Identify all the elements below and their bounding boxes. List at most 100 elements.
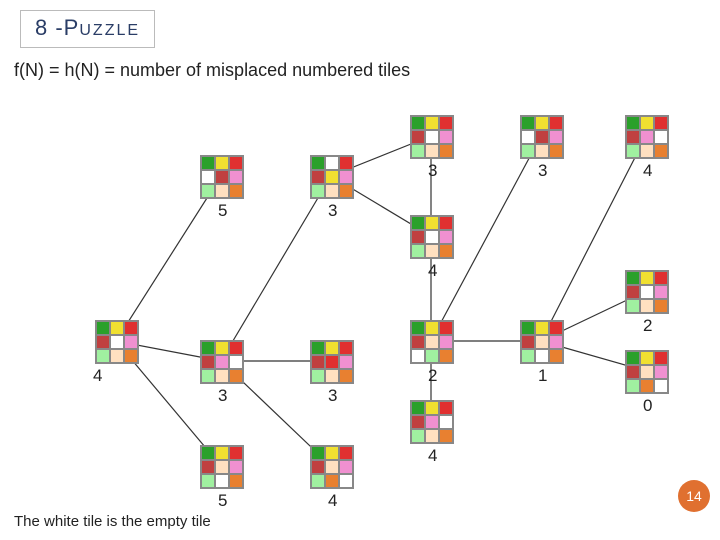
puzzle-cell <box>411 244 425 258</box>
puzzle-cell <box>521 349 535 363</box>
puzzle-node: 3 <box>310 155 354 199</box>
node-h-value: 4 <box>93 366 102 386</box>
puzzle-grid <box>520 320 564 364</box>
puzzle-cell <box>411 415 425 429</box>
puzzle-node: 4 <box>625 115 669 159</box>
puzzle-cell <box>339 460 353 474</box>
puzzle-cell <box>311 460 325 474</box>
node-h-value: 3 <box>428 161 437 181</box>
node-h-value: 2 <box>643 316 652 336</box>
puzzle-cell <box>640 351 654 365</box>
puzzle-node: 3 <box>520 115 564 159</box>
puzzle-node: 3 <box>200 340 244 384</box>
puzzle-cell <box>654 365 668 379</box>
puzzle-cell <box>229 474 243 488</box>
puzzle-cell <box>654 144 668 158</box>
puzzle-cell <box>124 321 138 335</box>
puzzle-cell <box>439 429 453 443</box>
puzzle-grid <box>520 115 564 159</box>
puzzle-cell <box>339 170 353 184</box>
puzzle-grid <box>625 270 669 314</box>
page-number: 14 <box>686 488 702 504</box>
puzzle-cell <box>425 216 439 230</box>
puzzle-grid <box>310 155 354 199</box>
puzzle-cell <box>311 446 325 460</box>
puzzle-cell <box>215 460 229 474</box>
puzzle-cell <box>215 156 229 170</box>
puzzle-cell <box>549 321 563 335</box>
puzzle-grid <box>410 115 454 159</box>
node-h-value: 3 <box>538 161 547 181</box>
puzzle-cell <box>425 144 439 158</box>
puzzle-cell <box>439 116 453 130</box>
puzzle-cell <box>229 156 243 170</box>
puzzle-cell <box>521 144 535 158</box>
puzzle-cell <box>521 130 535 144</box>
puzzle-cell <box>654 285 668 299</box>
puzzle-cell <box>521 116 535 130</box>
tree-edge <box>221 176 331 361</box>
puzzle-cell <box>229 446 243 460</box>
puzzle-cell <box>96 321 110 335</box>
puzzle-cell <box>439 230 453 244</box>
puzzle-cell <box>626 365 640 379</box>
puzzle-cell <box>654 130 668 144</box>
puzzle-cell <box>229 341 243 355</box>
node-h-value: 5 <box>218 491 227 511</box>
puzzle-cell <box>339 355 353 369</box>
puzzle-cell <box>215 341 229 355</box>
puzzle-cell <box>411 335 425 349</box>
puzzle-cell <box>229 369 243 383</box>
puzzle-grid <box>625 350 669 394</box>
puzzle-cell <box>411 144 425 158</box>
puzzle-node: 5 <box>200 445 244 489</box>
puzzle-cell <box>311 170 325 184</box>
title-suffix: UZZLE <box>79 22 140 39</box>
puzzle-node: 4 <box>310 445 354 489</box>
puzzle-cell <box>339 184 353 198</box>
puzzle-cell <box>311 355 325 369</box>
puzzle-cell <box>425 415 439 429</box>
puzzle-cell <box>201 341 215 355</box>
puzzle-cell <box>640 144 654 158</box>
puzzle-cell <box>425 349 439 363</box>
puzzle-cell <box>425 321 439 335</box>
puzzle-node: 4 <box>95 320 139 364</box>
puzzle-grid <box>200 155 244 199</box>
puzzle-cell <box>411 429 425 443</box>
puzzle-cell <box>411 130 425 144</box>
puzzle-grid <box>95 320 139 364</box>
puzzle-cell <box>439 335 453 349</box>
puzzle-cell <box>549 130 563 144</box>
node-h-value: 1 <box>538 366 547 386</box>
puzzle-cell <box>425 335 439 349</box>
puzzle-cell <box>339 156 353 170</box>
puzzle-cell <box>411 349 425 363</box>
puzzle-cell <box>215 355 229 369</box>
puzzle-grid <box>200 340 244 384</box>
puzzle-cell <box>325 355 339 369</box>
title-prefix: 8 -P <box>35 15 79 40</box>
puzzle-cell <box>626 299 640 313</box>
puzzle-cell <box>229 355 243 369</box>
puzzle-cell <box>626 116 640 130</box>
puzzle-cell <box>425 244 439 258</box>
puzzle-cell <box>549 349 563 363</box>
puzzle-cell <box>201 184 215 198</box>
puzzle-cell <box>411 401 425 415</box>
puzzle-cell <box>626 144 640 158</box>
puzzle-cell <box>521 321 535 335</box>
puzzle-cell <box>201 460 215 474</box>
puzzle-cell <box>535 335 549 349</box>
puzzle-cell <box>325 341 339 355</box>
puzzle-cell <box>201 369 215 383</box>
puzzle-cell <box>626 285 640 299</box>
puzzle-cell <box>640 116 654 130</box>
puzzle-cell <box>425 116 439 130</box>
puzzle-cell <box>626 271 640 285</box>
puzzle-cell <box>640 365 654 379</box>
puzzle-cell <box>110 335 124 349</box>
puzzle-node: 4 <box>410 215 454 259</box>
puzzle-cell <box>535 321 549 335</box>
puzzle-cell <box>640 271 654 285</box>
